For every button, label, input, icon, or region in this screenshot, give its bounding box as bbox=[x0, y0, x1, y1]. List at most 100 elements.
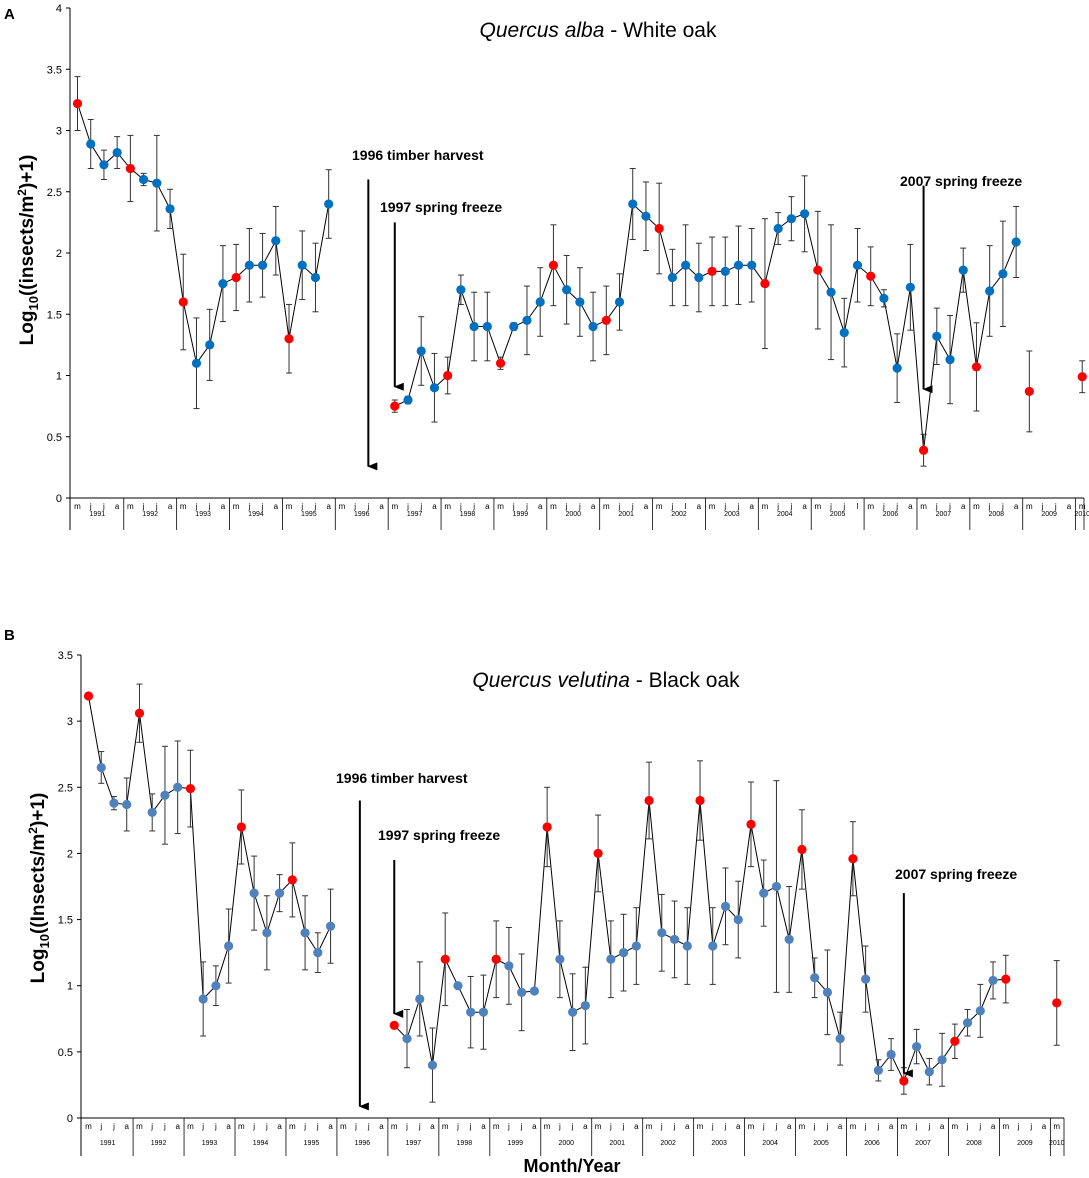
panel-b-data-point bbox=[427, 1060, 438, 1070]
panel-b-data-point bbox=[275, 888, 285, 898]
panel-a-month-label: m bbox=[391, 502, 398, 511]
panel-b-month-label: a bbox=[583, 1122, 588, 1131]
panel-b-month-label: j bbox=[1017, 1122, 1020, 1131]
panel-b-data-point-highlight bbox=[542, 822, 552, 832]
panel-a-year-label: 2007 bbox=[936, 511, 952, 518]
panel-b-data-point-highlight bbox=[746, 819, 756, 829]
panel-b-data-point bbox=[555, 954, 565, 964]
panel-a-plot: 00.511.522.533.54m j j a m j j a m j j a m j j a m j j a m j j… bbox=[47, 3, 1089, 530]
panel-a-data-point bbox=[998, 269, 1008, 279]
panel-a-year-label: 1996 bbox=[354, 511, 370, 518]
panel-a-month-label: j bbox=[935, 502, 938, 511]
panel-a-data-point bbox=[416, 346, 426, 356]
panel-b-data-point bbox=[173, 782, 183, 792]
panel-b-month-label: j bbox=[915, 1122, 918, 1131]
panel-b-data-point bbox=[720, 901, 731, 911]
panel-a-month-label: m bbox=[867, 502, 874, 511]
panel-a-month-label: j bbox=[829, 502, 832, 511]
panel-a-year-label: 1992 bbox=[142, 511, 158, 518]
panel-a-month-label: m bbox=[127, 502, 134, 511]
panel-a-data-point bbox=[839, 328, 849, 338]
panel-a-data-point bbox=[773, 223, 783, 234]
panel-a-month-label: a bbox=[749, 502, 754, 511]
panel-a-data-point bbox=[879, 293, 889, 303]
panel-b-month-label: a bbox=[940, 1122, 945, 1131]
panel-b-plot: 00.511.522.533.5m j j a m j j a m j j a m j j a m j j a m j j a… bbox=[58, 650, 1065, 1156]
panel-a-month-label: j bbox=[671, 502, 674, 511]
panel-a-annotation-label: 1996 timber harvest bbox=[352, 147, 484, 163]
panel-a-year-label: 1998 bbox=[460, 511, 476, 518]
panel-a-month-label: a bbox=[697, 502, 702, 511]
panel-b-month-label: j bbox=[303, 1122, 306, 1131]
panel-b-data-point bbox=[924, 1067, 934, 1077]
panel-b-month-label: j bbox=[978, 1122, 981, 1131]
panel-b-data-point bbox=[147, 807, 157, 818]
panel-b-month-label: a bbox=[736, 1122, 741, 1131]
panel-a-year-label: 1991 bbox=[90, 511, 106, 518]
panel-b-month-label: m bbox=[748, 1122, 755, 1131]
panel-b-data-point-highlight bbox=[491, 954, 501, 964]
panel-a-month-label: a bbox=[538, 502, 543, 511]
panel-b-year-label: 2006 bbox=[864, 1140, 880, 1147]
panel-b-series-line bbox=[88, 695, 332, 1001]
panel-b-letter: B bbox=[4, 627, 15, 644]
panel-a-data-point-highlight bbox=[390, 401, 400, 411]
panel-a-letter: A bbox=[4, 6, 15, 23]
panel-a-data-point bbox=[945, 354, 955, 365]
panel-b-data-point bbox=[962, 1018, 973, 1028]
panel-b-data-point bbox=[618, 948, 629, 958]
panel-a-month-label: j bbox=[988, 502, 991, 511]
panel-b-data-point bbox=[988, 975, 998, 986]
panel-a-month-label: j bbox=[618, 502, 621, 511]
panel-b-data-point bbox=[886, 1049, 896, 1060]
panel-a-data-point bbox=[522, 315, 532, 325]
panel-a-y-tick-label: 2 bbox=[56, 248, 62, 260]
panel-b-month-label: m bbox=[85, 1122, 92, 1131]
panel-b-month-label: j bbox=[826, 1122, 829, 1131]
panel-a-month-label: a bbox=[221, 502, 226, 511]
panel-a-title-common: - White oak bbox=[604, 19, 717, 42]
panel-a-data-point-highlight bbox=[971, 362, 982, 372]
panel-a-month-label: j bbox=[300, 502, 303, 511]
panel-b-data-point-highlight bbox=[287, 875, 297, 885]
panel-a-data-point bbox=[535, 297, 545, 307]
panel-a-data-point bbox=[905, 282, 915, 292]
panel-b-year-label: 1999 bbox=[508, 1140, 524, 1147]
panel-b-month-label: a bbox=[685, 1122, 690, 1131]
panel-b-data-point-highlight bbox=[644, 795, 654, 806]
panel-a-year-label: 1997 bbox=[407, 511, 423, 518]
panel-a-data-point bbox=[271, 236, 281, 246]
panel-b-title-species: Quercus velutina bbox=[472, 669, 630, 692]
panel-b-data-point-highlight bbox=[1052, 998, 1062, 1008]
panel-a-year-label: 1999 bbox=[513, 511, 529, 518]
panel-b-month-label: j bbox=[252, 1122, 255, 1131]
panel-b-month-label: j bbox=[163, 1122, 166, 1131]
panel-b-data-point-highlight bbox=[83, 691, 94, 701]
panel-b-month-label: j bbox=[316, 1122, 319, 1131]
panel-a-data-point bbox=[588, 321, 598, 332]
panel-a-ylabel: Log10((insects/m2)+1) bbox=[15, 155, 41, 346]
panel-b-year-label: 1992 bbox=[151, 1140, 167, 1147]
panel-a-data-point bbox=[257, 260, 268, 270]
panel-a-month-label: j bbox=[353, 502, 356, 511]
panel-a-data-point bbox=[429, 383, 440, 393]
panel-b-data-point bbox=[759, 888, 769, 898]
panel-b-month-label: j bbox=[354, 1122, 357, 1131]
panel-a-month-label: m bbox=[973, 502, 980, 511]
panel-a-month-label: j bbox=[842, 502, 845, 511]
panel-b-month-label: j bbox=[813, 1122, 816, 1131]
panel-a-month-label: m bbox=[497, 502, 504, 511]
panel-a-month-label: j bbox=[776, 502, 779, 511]
panel-b-month-label: m bbox=[951, 1122, 958, 1131]
panel-a-month-label: m bbox=[180, 502, 187, 511]
panel-b-data-point-highlight bbox=[236, 822, 246, 832]
panel-b-year-label: 1997 bbox=[406, 1140, 422, 1147]
panel-b-data-point bbox=[402, 1034, 412, 1044]
panel-a-month-label: a bbox=[802, 502, 807, 511]
panel-a-year-label: 1993 bbox=[195, 511, 211, 518]
panel-b-annotation-label: 1997 spring freeze bbox=[378, 827, 500, 843]
panel-b-y-tick-label: 0.5 bbox=[58, 1047, 73, 1059]
panel-a-data-point bbox=[826, 287, 836, 297]
panel-b-year-label: 2009 bbox=[1017, 1140, 1033, 1147]
panel-b-month-label: j bbox=[762, 1122, 765, 1131]
